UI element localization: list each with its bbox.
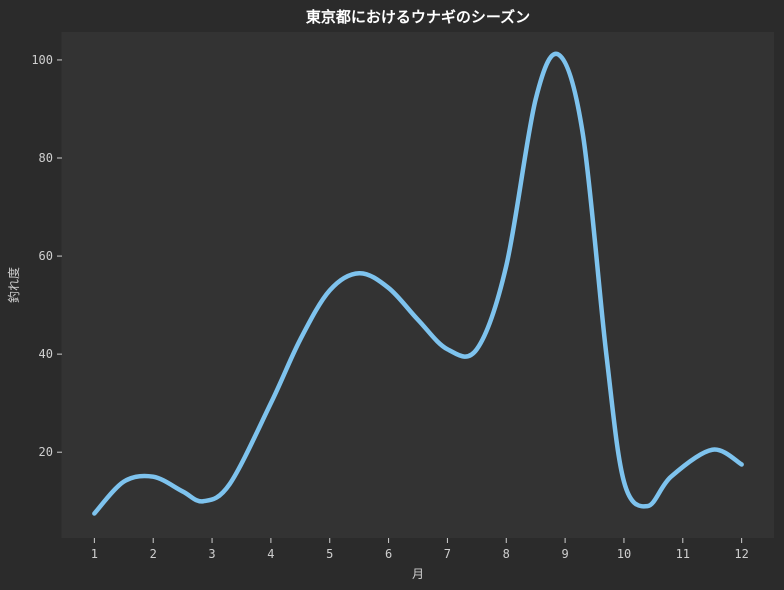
y-tick-label: 60 <box>39 249 53 263</box>
x-tick-label: 1 <box>91 547 98 561</box>
x-tick-label: 5 <box>326 547 333 561</box>
x-tick-label: 10 <box>617 547 631 561</box>
chart-title: 東京都におけるウナギのシーズン <box>306 8 530 26</box>
x-tick-label: 3 <box>208 547 215 561</box>
y-tick-label: 20 <box>39 445 53 459</box>
x-tick-label: 6 <box>385 547 392 561</box>
x-tick-label: 7 <box>444 547 451 561</box>
x-tick-label: 12 <box>734 547 748 561</box>
x-tick-label: 9 <box>561 547 568 561</box>
series-layer <box>92 51 744 516</box>
y-tick-label: 40 <box>39 347 53 361</box>
y-tick-label: 100 <box>31 53 53 67</box>
x-tick-label: 11 <box>676 547 690 561</box>
y-axis-label: 釣れ度 <box>6 267 21 303</box>
x-tick-label: 8 <box>503 547 510 561</box>
y-tick-label: 80 <box>39 151 53 165</box>
x-tick-label: 4 <box>267 547 274 561</box>
x-tick-label: 2 <box>150 547 157 561</box>
axes <box>57 32 743 543</box>
series-line <box>92 51 744 516</box>
x-axis-label: 月 <box>412 567 424 581</box>
plot-area <box>62 32 774 538</box>
